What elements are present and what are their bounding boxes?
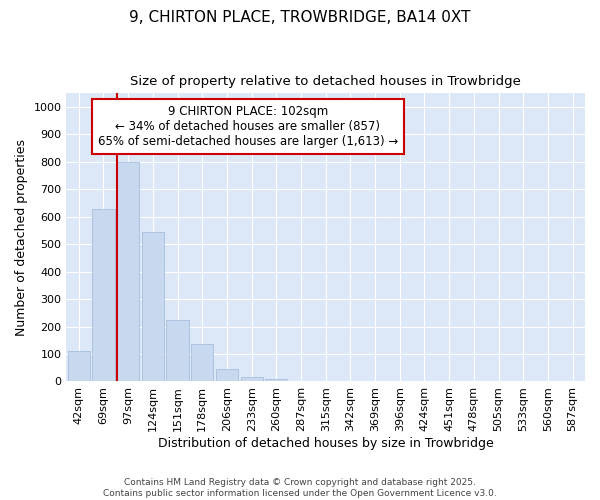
Text: 9 CHIRTON PLACE: 102sqm
← 34% of detached houses are smaller (857)
65% of semi-d: 9 CHIRTON PLACE: 102sqm ← 34% of detache… [98,105,398,148]
Bar [191,344,214,382]
Bar [216,369,238,382]
Bar [92,208,115,382]
Bar [117,162,139,382]
X-axis label: Distribution of detached houses by size in Trowbridge: Distribution of detached houses by size … [158,437,494,450]
Bar [241,378,263,382]
Bar [142,232,164,382]
Y-axis label: Number of detached properties: Number of detached properties [15,139,28,336]
Bar [166,320,188,382]
Title: Size of property relative to detached houses in Trowbridge: Size of property relative to detached ho… [130,75,521,88]
Text: 9, CHIRTON PLACE, TROWBRIDGE, BA14 0XT: 9, CHIRTON PLACE, TROWBRIDGE, BA14 0XT [129,10,471,25]
Bar [68,352,90,382]
Bar [265,378,287,382]
Text: Contains HM Land Registry data © Crown copyright and database right 2025.
Contai: Contains HM Land Registry data © Crown c… [103,478,497,498]
